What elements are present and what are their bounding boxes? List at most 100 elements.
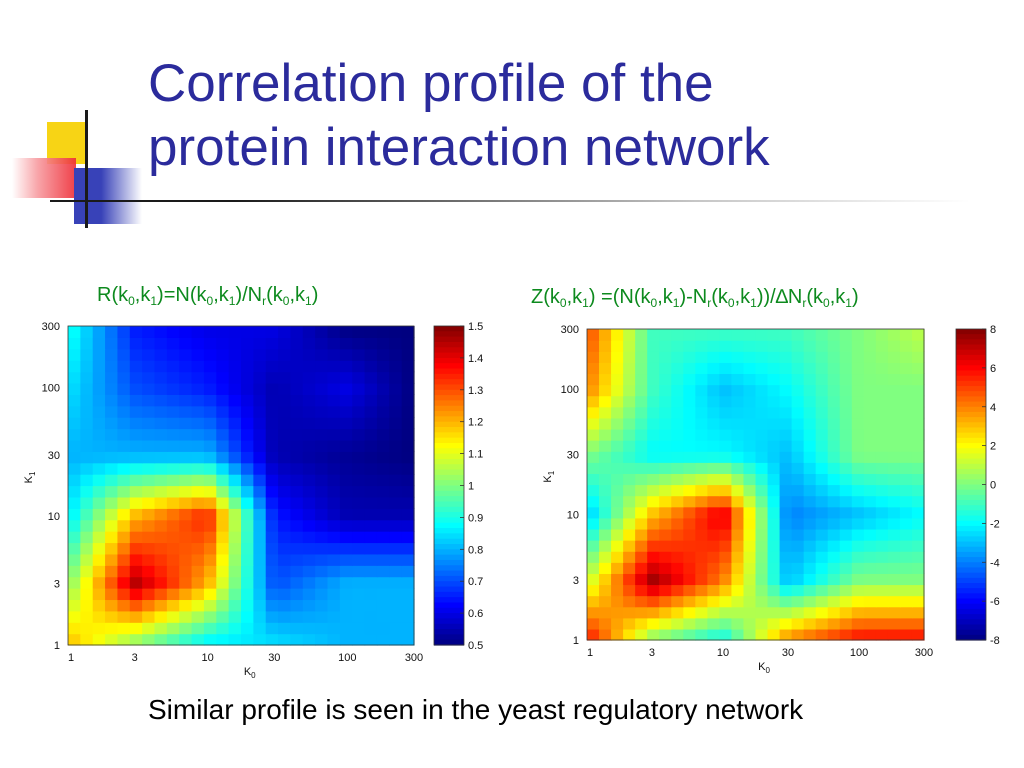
heatmap-cell bbox=[290, 542, 304, 555]
heatmap-cell bbox=[623, 451, 636, 463]
heatmap-cell bbox=[129, 462, 143, 475]
heatmap-cell bbox=[376, 405, 390, 418]
heatmap-cell bbox=[767, 528, 781, 541]
colorbar-segment bbox=[956, 365, 986, 372]
heatmap-cell bbox=[911, 551, 925, 563]
heatmap-cell bbox=[203, 474, 217, 487]
heatmap-cell bbox=[327, 428, 341, 441]
heatmap-cell bbox=[743, 517, 757, 530]
formula-subscript: 0 bbox=[128, 294, 135, 308]
x-tick-label: 10 bbox=[717, 647, 729, 659]
heatmap-cell bbox=[129, 531, 143, 544]
heatmap-cell bbox=[683, 428, 696, 441]
heatmap-cell bbox=[166, 360, 180, 373]
x-tick-label: 100 bbox=[850, 647, 868, 659]
heatmap-cell bbox=[827, 329, 841, 341]
heatmap-cell bbox=[142, 565, 156, 578]
heatmap-cell bbox=[216, 462, 230, 475]
heatmap-cell bbox=[253, 622, 267, 635]
heatmap-cell bbox=[719, 428, 733, 441]
colorbar-segment bbox=[956, 329, 986, 335]
colorbar-segment bbox=[956, 588, 986, 594]
colorbar-tick-label: 0.9 bbox=[468, 512, 483, 524]
heatmap-cell bbox=[815, 617, 829, 630]
heatmap-cell bbox=[851, 451, 865, 463]
colorbar-segment bbox=[956, 603, 986, 610]
heatmap-cell bbox=[179, 485, 193, 498]
heatmap-cell bbox=[302, 485, 316, 498]
heatmap-cell bbox=[803, 384, 817, 397]
heatmap-cell bbox=[241, 610, 254, 623]
heatmap-cell bbox=[599, 595, 612, 608]
colorbar-segment bbox=[956, 354, 986, 361]
heatmap-cell bbox=[863, 617, 877, 630]
heatmap-cell bbox=[731, 340, 745, 352]
heatmap-cell bbox=[68, 462, 81, 475]
heatmap-cell bbox=[203, 326, 217, 338]
heatmap-cell bbox=[875, 462, 889, 474]
heatmap-cell bbox=[203, 531, 217, 544]
heatmap-cell bbox=[364, 474, 378, 487]
heatmap-cell bbox=[364, 417, 378, 430]
heatmap-cell bbox=[791, 540, 805, 552]
heatmap-cell bbox=[142, 622, 156, 635]
heatmap-cell bbox=[376, 576, 390, 589]
heatmap-cell bbox=[851, 584, 865, 597]
heatmap-cell bbox=[315, 371, 329, 384]
heatmap-cell bbox=[278, 508, 292, 521]
heatmap-cell bbox=[203, 360, 217, 373]
colorbar-segment bbox=[956, 427, 986, 434]
heatmap-cell bbox=[827, 428, 841, 441]
heatmap-cell bbox=[376, 542, 390, 555]
heatmap-cell bbox=[791, 384, 805, 397]
heatmap-cell bbox=[129, 394, 143, 407]
heatmap-cell bbox=[253, 417, 267, 430]
heatmap-cell bbox=[875, 517, 889, 530]
heatmap-cell bbox=[265, 610, 279, 623]
colorbar-segment bbox=[956, 531, 986, 537]
heatmap-cell bbox=[401, 405, 415, 418]
heatmap-cell bbox=[815, 584, 829, 597]
heatmap-cell bbox=[839, 417, 853, 430]
colorbar-segment bbox=[956, 546, 986, 553]
heatmap-cell bbox=[142, 417, 156, 430]
heatmap-cell bbox=[352, 519, 366, 532]
heatmap-cell bbox=[154, 599, 168, 612]
heatmap-cell bbox=[154, 588, 168, 601]
heatmap-cell bbox=[129, 553, 143, 566]
heatmap-cell bbox=[851, 362, 865, 375]
colorbar-segment bbox=[434, 389, 464, 396]
heatmap-cell bbox=[683, 351, 696, 363]
heatmap-cell bbox=[731, 484, 745, 497]
heatmap-cell bbox=[302, 360, 316, 373]
heatmap-cell bbox=[389, 371, 403, 384]
heatmap-cell bbox=[611, 495, 624, 508]
heatmap-cell bbox=[241, 451, 254, 464]
heatmap-cell bbox=[290, 405, 304, 418]
heatmap-cell bbox=[352, 462, 366, 475]
formula-text: ,k bbox=[289, 284, 306, 306]
heatmap-cell bbox=[290, 451, 304, 464]
heatmap-cell bbox=[767, 417, 781, 430]
heatmap-cell bbox=[815, 451, 829, 463]
heatmap-cell bbox=[587, 506, 600, 519]
formula-text: ,k bbox=[134, 284, 151, 306]
heatmap-cell bbox=[191, 496, 205, 509]
heatmap-cell bbox=[401, 633, 415, 646]
heatmap-cell bbox=[228, 565, 242, 578]
heatmap-cell bbox=[105, 588, 119, 601]
heatmap-cell bbox=[92, 462, 106, 475]
heatmap-cell bbox=[191, 337, 205, 350]
heatmap-cell bbox=[117, 474, 131, 487]
heatmap-cell bbox=[683, 595, 696, 608]
heatmap-cell bbox=[105, 496, 119, 509]
heatmap-cell bbox=[253, 371, 267, 384]
formula-text: ,k bbox=[829, 286, 846, 308]
heatmap-cell bbox=[352, 326, 366, 338]
colorbar-segment bbox=[434, 597, 464, 604]
heatmap-cell bbox=[105, 531, 119, 544]
heatmap-cell bbox=[827, 573, 841, 586]
heatmap-cell bbox=[92, 348, 106, 361]
heatmap-cell bbox=[401, 474, 415, 487]
heatmap-cell bbox=[743, 562, 757, 574]
